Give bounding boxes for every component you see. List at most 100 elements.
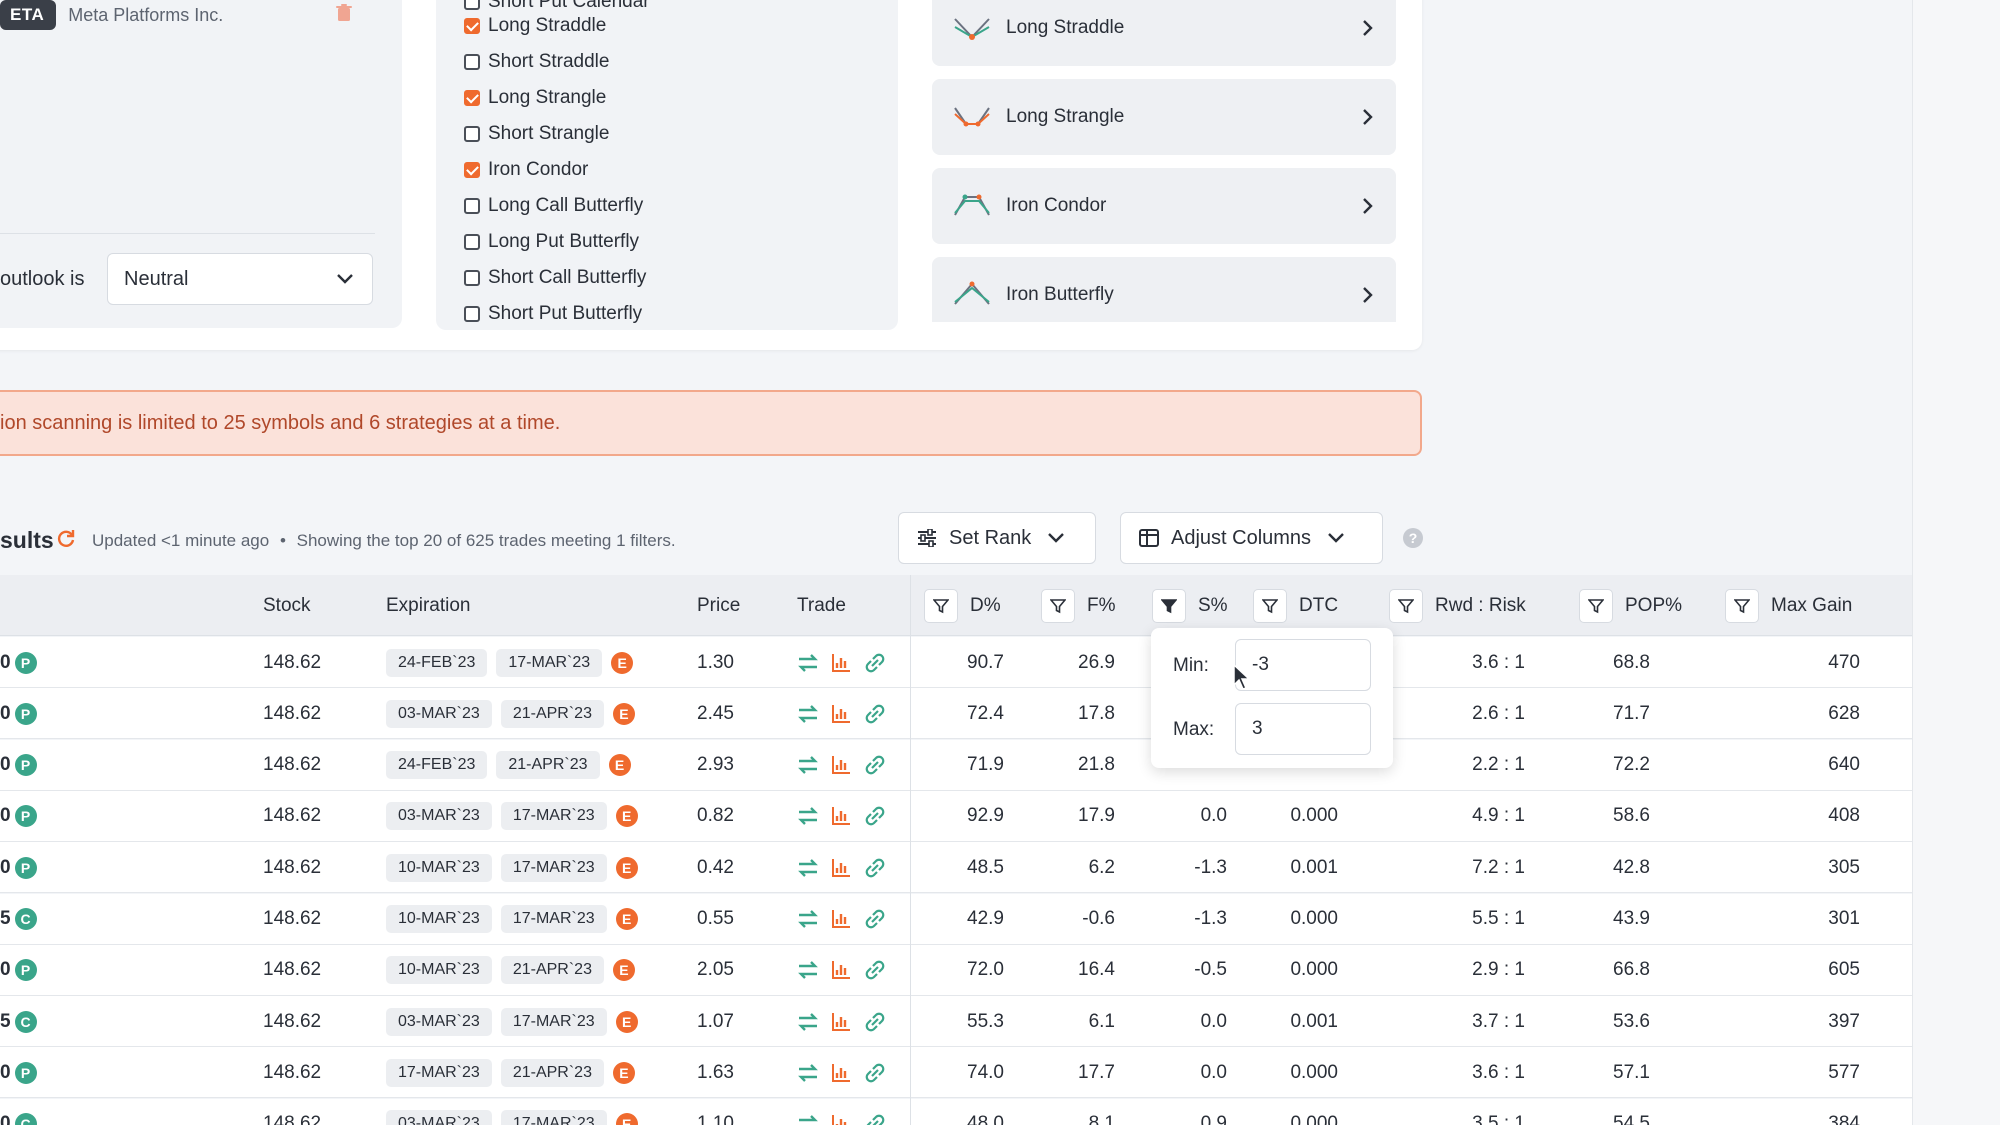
chart-icon[interactable] — [831, 858, 851, 878]
refresh-icon[interactable] — [56, 528, 76, 548]
filter-icon[interactable] — [1579, 588, 1613, 623]
earnings-icon[interactable]: E — [612, 702, 635, 725]
link-icon[interactable] — [863, 653, 887, 673]
link-icon[interactable] — [863, 806, 887, 826]
checkbox[interactable] — [464, 90, 480, 106]
earnings-icon[interactable]: E — [615, 805, 638, 828]
help-icon[interactable]: ? — [1403, 528, 1423, 548]
checkbox[interactable] — [464, 234, 480, 250]
chart-icon[interactable] — [831, 704, 851, 724]
earnings-icon[interactable]: E — [615, 1010, 638, 1033]
chart-icon[interactable] — [831, 909, 851, 929]
column-expiration[interactable]: Expiration — [386, 594, 471, 616]
chart-icon[interactable] — [831, 1114, 851, 1125]
selected-strategy-long-straddle[interactable]: Long Straddle — [932, 0, 1396, 66]
swap-icon[interactable] — [797, 1012, 819, 1032]
filter-icon[interactable] — [1253, 588, 1287, 623]
filter-active-icon[interactable] — [1152, 588, 1186, 623]
swap-icon[interactable] — [797, 960, 819, 980]
chart-icon[interactable] — [831, 1012, 851, 1032]
table-row[interactable]: 0 P 148.62 10-MAR`23 17-MAR`23 E 0.42 48.5 6.2 -1… — [0, 842, 1912, 894]
filter-icon[interactable] — [1389, 588, 1423, 623]
column-dtc[interactable]: DTC — [1253, 575, 1338, 636]
selected-strategy-long-strangle[interactable]: Long Strangle — [932, 79, 1396, 155]
min-input[interactable] — [1235, 639, 1371, 691]
checkbox[interactable] — [464, 126, 480, 142]
selected-strategy-iron-butterfly[interactable]: Iron Butterfly — [932, 257, 1396, 322]
selected-strategy-iron-condor[interactable]: Iron Condor — [932, 168, 1396, 244]
strategy-item-short-put-calendar[interactable]: Short Put Calendar — [464, 0, 650, 14]
strategy-item-long-put-butterfly[interactable]: Long Put Butterfly — [464, 230, 639, 254]
link-icon[interactable] — [863, 1114, 887, 1125]
checkbox[interactable] — [464, 0, 480, 10]
link-icon[interactable] — [863, 909, 887, 929]
table-row[interactable]: 0 P 148.62 10-MAR`23 21-APR`23 E 2.05 72.0 16.4 -… — [0, 944, 1912, 996]
checkbox[interactable] — [464, 270, 480, 286]
outlook-select[interactable]: Neutral — [107, 253, 373, 305]
checkbox[interactable] — [464, 306, 480, 322]
chart-icon[interactable] — [831, 1063, 851, 1083]
checkbox[interactable] — [464, 162, 480, 178]
filter-icon[interactable] — [1041, 588, 1075, 623]
max-input[interactable] — [1235, 703, 1371, 755]
link-icon[interactable] — [863, 1012, 887, 1032]
swap-icon[interactable] — [797, 755, 819, 775]
checkbox[interactable] — [464, 18, 480, 34]
column-d-pct[interactable]: D% — [924, 575, 1001, 636]
checkbox[interactable] — [464, 198, 480, 214]
link-icon[interactable] — [863, 704, 887, 724]
swap-icon[interactable] — [797, 704, 819, 724]
swap-icon[interactable] — [797, 806, 819, 826]
table-row[interactable]: 5 C 148.62 03-MAR`23 17-MAR`23 E 1.07 55.3 6.1 0.… — [0, 996, 1912, 1048]
table-row[interactable]: 0 P 148.62 24-FEB`23 21-APR`23 E 2.93 71.9 21.8 2… — [0, 739, 1912, 791]
column-stock[interactable]: Stock — [263, 594, 311, 616]
column-f-pct[interactable]: F% — [1041, 575, 1116, 636]
earnings-icon[interactable]: E — [611, 651, 634, 674]
filter-icon[interactable] — [1725, 588, 1759, 623]
table-row[interactable]: 0 P 148.62 03-MAR`23 21-APR`23 E 2.45 72.4 17.8 2… — [0, 688, 1912, 740]
table-row[interactable]: 0 P 148.62 24-FEB`23 17-MAR`23 E 1.30 90.7 26.9 3… — [0, 637, 1912, 688]
set-rank-button[interactable]: Set Rank — [898, 512, 1096, 564]
chart-icon[interactable] — [831, 806, 851, 826]
column-trade[interactable]: Trade — [797, 594, 846, 616]
strategy-item-iron-condor[interactable]: Iron Condor — [464, 158, 588, 182]
swap-icon[interactable] — [797, 858, 819, 878]
chart-icon[interactable] — [831, 960, 851, 980]
earnings-icon[interactable]: E — [615, 856, 638, 879]
table-row[interactable]: 0 P 148.62 03-MAR`23 17-MAR`23 E 0.82 92.9 17.9 0… — [0, 790, 1912, 842]
link-icon[interactable] — [863, 960, 887, 980]
earnings-icon[interactable]: E — [615, 908, 638, 930]
strategy-item-short-call-butterfly[interactable]: Short Call Butterfly — [464, 266, 646, 290]
column-max-gain[interactable]: Max Gain — [1725, 575, 1852, 636]
table-row[interactable]: 0 P 148.62 17-MAR`23 21-APR`23 E 1.63 74.0 17.7 0… — [0, 1047, 1912, 1099]
link-icon[interactable] — [863, 1063, 887, 1083]
earnings-icon[interactable]: E — [612, 959, 635, 982]
swap-icon[interactable] — [797, 909, 819, 929]
link-icon[interactable] — [863, 858, 887, 878]
filter-icon[interactable] — [924, 588, 958, 623]
strategy-item-short-straddle[interactable]: Short Straddle — [464, 50, 609, 74]
strategy-item-long-strangle[interactable]: Long Strangle — [464, 86, 606, 110]
symbol-row[interactable]: ETA Meta Platforms Inc. — [0, 0, 223, 30]
strategy-item-short-put-butterfly[interactable]: Short Put Butterfly — [464, 302, 642, 326]
chart-icon[interactable] — [831, 653, 851, 673]
checkbox[interactable] — [464, 54, 480, 70]
column-price[interactable]: Price — [697, 594, 741, 616]
earnings-icon[interactable]: E — [608, 754, 631, 777]
chart-icon[interactable] — [831, 755, 851, 775]
earnings-icon[interactable]: E — [612, 1061, 635, 1084]
swap-icon[interactable] — [797, 1063, 819, 1083]
table-row[interactable]: 0 C 148.62 03-MAR`23 17-MAR`23 E 1.10 48.0 8.1 0.… — [0, 1098, 1912, 1125]
column-s-pct[interactable]: S% — [1152, 575, 1228, 636]
link-icon[interactable] — [863, 755, 887, 775]
earnings-icon[interactable]: E — [615, 1113, 638, 1125]
swap-icon[interactable] — [797, 1114, 819, 1125]
column-pop-pct[interactable]: POP% — [1579, 575, 1682, 636]
strategy-item-short-strangle[interactable]: Short Strangle — [464, 122, 609, 146]
strategy-item-long-straddle[interactable]: Long Straddle — [464, 14, 606, 38]
strategy-item-long-call-butterfly[interactable]: Long Call Butterfly — [464, 194, 643, 218]
swap-icon[interactable] — [797, 653, 819, 673]
table-row[interactable]: 5 C 148.62 10-MAR`23 17-MAR`23 E 0.55 42.9 -0.6 -… — [0, 893, 1912, 945]
column-rwd-risk[interactable]: Rwd : Risk — [1389, 575, 1526, 636]
adjust-columns-button[interactable]: Adjust Columns — [1120, 512, 1383, 564]
